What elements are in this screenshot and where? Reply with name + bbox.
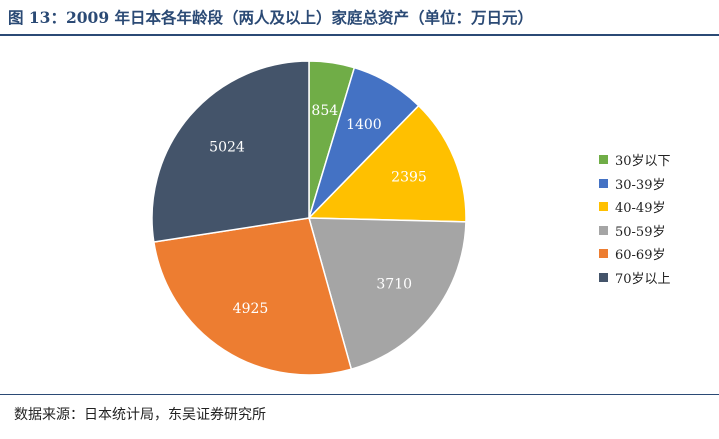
pie-chart: 854 1400 2395 3710 4925 5024 [151, 60, 467, 376]
pie-slice-70-plus [151, 60, 310, 243]
legend-label-under-30: 30岁以下 [615, 154, 671, 169]
legend-swatch-40-49 [599, 202, 608, 212]
data-label-40-49: 2395 [391, 169, 427, 185]
chart-title: 图 13：2009 年日本各年龄段（两人及以上）家庭总资产（单位：万日元） [8, 8, 534, 27]
legend-item-under-30: 30岁以下 [599, 150, 671, 169]
legend-label-50-59: 50-59岁 [615, 224, 666, 240]
title-divider [0, 34, 719, 36]
pie-slice-50-59 [308, 217, 467, 371]
legend-item-40-49: 40-49岁 [599, 197, 671, 216]
data-label-50-59: 3710 [376, 276, 412, 292]
legend-swatch-70-plus [599, 272, 608, 282]
pie-slice-60-69 [152, 217, 353, 376]
legend-item-30-39: 30-39岁 [599, 174, 671, 193]
pie-slices [151, 60, 467, 376]
legend-swatch-under-30 [599, 155, 608, 164]
legend-item-50-59: 50-59岁 [599, 221, 671, 240]
data-label-30-39: 1400 [346, 117, 382, 133]
legend-swatch-50-59 [599, 225, 608, 235]
legend-swatch-30-39 [599, 178, 608, 188]
legend-label-30-39: 30-39岁 [615, 177, 666, 193]
data-label-under-30: 854 [311, 103, 338, 119]
source-note: 数据来源：日本统计局，东吴证券研究所 [14, 407, 266, 423]
footer-divider [0, 394, 719, 395]
chart-legend: 30岁以下 30-39岁 40-49岁 50-59岁 60-69岁 70岁以上 [599, 150, 671, 292]
legend-label-40-49: 40-49岁 [615, 201, 666, 217]
legend-label-70-plus: 70岁以上 [615, 271, 671, 287]
legend-label-60-69: 60-69岁 [615, 248, 666, 264]
data-label-70-plus: 5024 [209, 140, 245, 156]
legend-swatch-60-69 [599, 249, 608, 259]
pie-data-labels: 854 1400 2395 3710 4925 5024 [209, 103, 427, 317]
legend-item-60-69: 60-69岁 [599, 244, 671, 263]
pie-slice-40-49 [307, 104, 467, 223]
data-label-60-69: 4925 [233, 301, 269, 317]
legend-item-70-plus: 70岁以上 [599, 268, 671, 287]
title-bar: 图 13：2009 年日本各年龄段（两人及以上）家庭总资产（单位：万日元） [0, 0, 719, 34]
